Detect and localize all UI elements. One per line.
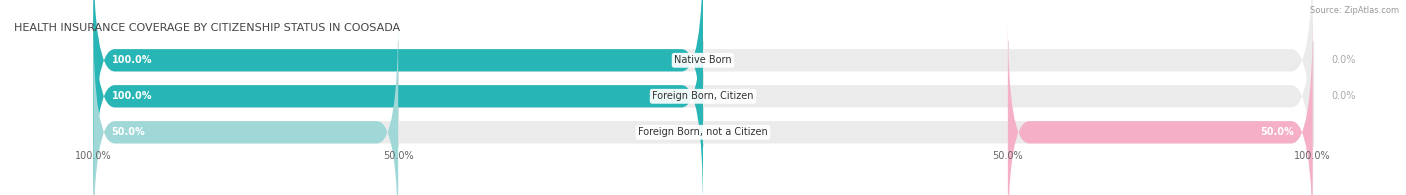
Text: 100.0%: 100.0% (75, 151, 111, 161)
Text: 0.0%: 0.0% (1331, 55, 1355, 65)
Text: 50.0%: 50.0% (382, 151, 413, 161)
Text: 50.0%: 50.0% (111, 127, 145, 137)
Text: Foreign Born, Citizen: Foreign Born, Citizen (652, 91, 754, 101)
FancyBboxPatch shape (93, 18, 1313, 195)
Text: 50.0%: 50.0% (1261, 127, 1295, 137)
Text: 50.0%: 50.0% (993, 151, 1024, 161)
Text: Source: ZipAtlas.com: Source: ZipAtlas.com (1310, 6, 1399, 15)
Text: 0.0%: 0.0% (1331, 91, 1355, 101)
Text: 100.0%: 100.0% (111, 91, 152, 101)
FancyBboxPatch shape (93, 0, 703, 195)
Text: 100.0%: 100.0% (1295, 151, 1331, 161)
Text: Native Born: Native Born (675, 55, 731, 65)
FancyBboxPatch shape (93, 0, 1313, 195)
FancyBboxPatch shape (93, 0, 703, 175)
FancyBboxPatch shape (93, 18, 398, 195)
Text: HEALTH INSURANCE COVERAGE BY CITIZENSHIP STATUS IN COOSADA: HEALTH INSURANCE COVERAGE BY CITIZENSHIP… (14, 23, 401, 33)
Text: Foreign Born, not a Citizen: Foreign Born, not a Citizen (638, 127, 768, 137)
Text: 100.0%: 100.0% (111, 55, 152, 65)
FancyBboxPatch shape (93, 0, 1313, 175)
FancyBboxPatch shape (1008, 18, 1313, 195)
